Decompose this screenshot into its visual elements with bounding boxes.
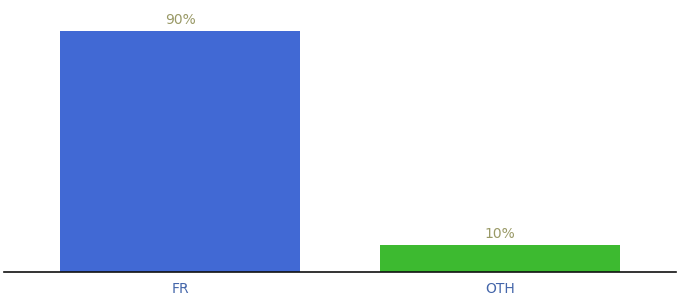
- Bar: [60, 31, 300, 272]
- Text: 90%: 90%: [165, 13, 195, 27]
- Text: 10%: 10%: [485, 227, 515, 241]
- Bar: [380, 245, 620, 272]
